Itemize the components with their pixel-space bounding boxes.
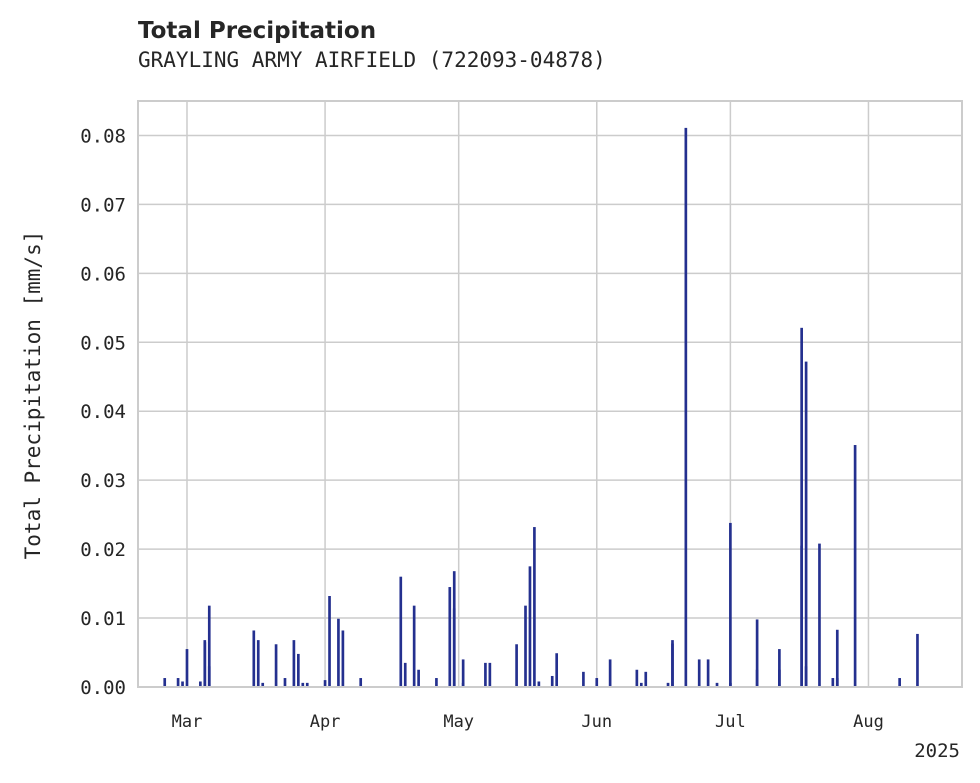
- precip-bar: [207, 666, 211, 687]
- precip-bar: [328, 596, 331, 687]
- title-block: Total Precipitation GRAYLING ARMY AIRFIE…: [138, 16, 606, 74]
- precip-bar: [359, 678, 363, 687]
- grid-lines: [138, 101, 962, 688]
- precip-bar: [256, 640, 260, 687]
- precip-bar: [337, 618, 340, 687]
- precip-bar: [835, 629, 839, 687]
- precip-bar: [488, 662, 492, 687]
- precip-bar: [207, 605, 211, 687]
- x-axis-year-label: 2025: [914, 740, 960, 762]
- precip-bar: [301, 682, 305, 687]
- precip-bar: [666, 682, 670, 687]
- precip-bar: [484, 662, 487, 687]
- y-axis-ticks: 0.00 0.01 0.02 0.03 0.04 0.05 0.06 0.07 0.08: [80, 125, 126, 699]
- x-tick-label: Apr: [310, 712, 341, 732]
- precip-bar: [684, 127, 688, 687]
- precip-bar: [582, 671, 585, 687]
- precip-bar: [533, 527, 536, 687]
- precip-bar: [635, 669, 639, 687]
- y-tick-label: 0.07: [80, 194, 126, 216]
- precip-bar: [185, 649, 189, 687]
- precip-bar: [715, 682, 719, 687]
- y-tick-label: 0.00: [80, 677, 126, 699]
- precip-bar: [697, 659, 701, 687]
- precip-bar: [706, 659, 710, 687]
- x-tick-label: Aug: [853, 712, 884, 732]
- precip-bar: [831, 678, 835, 687]
- precip-bar: [435, 678, 438, 687]
- precip-bar: [639, 682, 643, 687]
- precip-bar: [528, 566, 532, 687]
- x-axis-ticks: Mar Apr May Jun Jul Aug: [172, 712, 884, 732]
- x-tick-label: Mar: [172, 712, 203, 732]
- chart-subtitle: GRAYLING ARMY AIRFIELD (722093-04878): [138, 48, 606, 72]
- precip-bar: [755, 619, 759, 687]
- bar-series: [163, 127, 919, 687]
- precip-bar: [671, 640, 674, 687]
- x-tick-label: Jun: [581, 712, 612, 732]
- precip-bar: [555, 653, 559, 687]
- precip-bar: [729, 522, 732, 687]
- precip-bar: [778, 669, 781, 687]
- precip-bar: [800, 327, 803, 687]
- precip-bar: [804, 666, 808, 687]
- precip-bar: [515, 644, 518, 687]
- precip-bar: [292, 640, 296, 687]
- precip-bar: [181, 681, 184, 687]
- precip-bar: [461, 682, 465, 687]
- precip-bar: [608, 659, 612, 687]
- precip-bar: [804, 361, 808, 687]
- y-tick-label: 0.03: [80, 470, 126, 492]
- precip-bar: [176, 678, 180, 687]
- precip-bar: [448, 587, 452, 687]
- precip-bar: [595, 678, 599, 687]
- precip-bar: [644, 671, 648, 687]
- y-tick-label: 0.04: [80, 401, 126, 423]
- precip-bar: [537, 681, 541, 687]
- precip-bar: [199, 681, 202, 687]
- precip-bar: [818, 543, 821, 687]
- precip-bar: [252, 630, 256, 687]
- y-tick-label: 0.08: [80, 125, 126, 147]
- precip-bar: [461, 659, 465, 687]
- precip-bar: [778, 649, 781, 687]
- precip-bar: [412, 605, 416, 687]
- y-tick-label: 0.06: [80, 263, 126, 285]
- precip-bar: [297, 653, 300, 687]
- precip-bar: [261, 682, 265, 687]
- precip-bar: [403, 662, 407, 687]
- precip-bar: [203, 640, 207, 687]
- precip-bar: [417, 669, 420, 687]
- precip-bar: [283, 678, 287, 687]
- precip-bar: [305, 682, 309, 687]
- chart-title: Total Precipitation: [138, 18, 377, 44]
- precip-bar: [163, 678, 167, 687]
- x-tick-label: Jul: [715, 712, 746, 732]
- x-tick-label: May: [443, 712, 474, 732]
- precip-bar: [274, 644, 278, 687]
- precip-bar: [399, 576, 403, 687]
- precip-bar: [898, 678, 901, 687]
- y-tick-label: 0.05: [80, 332, 126, 354]
- y-tick-label: 0.01: [80, 608, 126, 630]
- precip-bar: [341, 630, 345, 687]
- precip-bar: [835, 678, 839, 687]
- precip-bar: [323, 680, 327, 687]
- precip-bar: [853, 445, 857, 687]
- precip-bar: [524, 605, 527, 687]
- plot-frame: [137, 100, 963, 688]
- precip-bar: [452, 608, 456, 687]
- precip-bar: [916, 633, 919, 687]
- y-axis-label: Total Precipitation [mm/s]: [21, 231, 45, 560]
- y-tick-label: 0.02: [80, 539, 126, 561]
- precip-bar: [550, 675, 554, 687]
